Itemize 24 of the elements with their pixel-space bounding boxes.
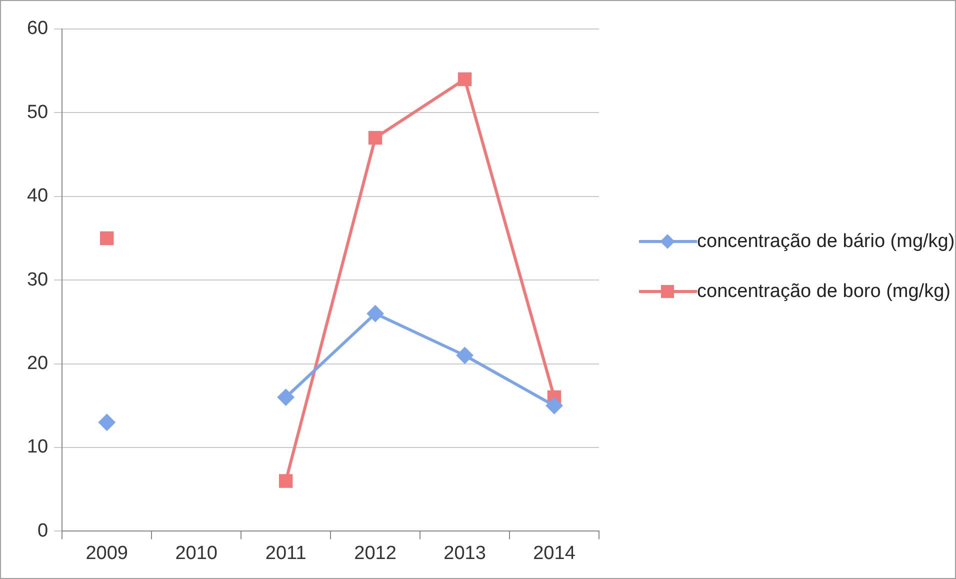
legend-label: concentração de boro (mg/kg) [697,280,952,304]
x-tick-label: 2010 [175,542,218,564]
y-tick-label: 10 [26,436,48,458]
x-tick-label: 2009 [86,542,128,564]
y-tick-label: 30 [26,269,48,290]
point [277,388,294,406]
point [458,72,472,86]
x-tick-label: 2012 [354,542,396,564]
y-tick-label: 20 [26,353,48,374]
point [100,231,114,246]
x-tick-label: 2014 [533,542,576,564]
y-tick-label: 0 [38,520,48,542]
point [546,397,563,414]
legend-label: concentração de bário (mg/kg) [697,230,956,254]
y-tick-label: 60 [26,18,48,40]
y-tick-label: 50 [26,102,48,123]
point [366,305,384,322]
point [278,474,293,488]
point [368,130,382,145]
point [98,414,116,431]
point [456,346,474,364]
y-tick-label: 40 [26,186,48,207]
x-tick-label: 2011 [265,542,306,564]
x-tick-label: 2013 [444,542,486,564]
